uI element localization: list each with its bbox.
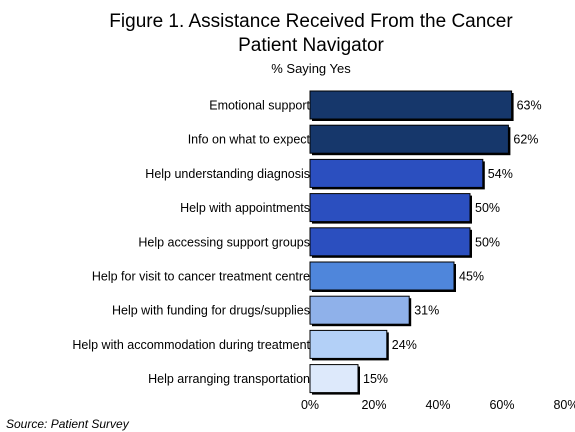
bar bbox=[309, 329, 388, 359]
source-note: Source: Patient Survey bbox=[6, 417, 130, 431]
bar bbox=[309, 295, 410, 325]
category-label: Help with funding for drugs/supplies bbox=[112, 304, 310, 318]
plot-area: Emotional support 63% Info on what to expe… bbox=[72, 90, 575, 412]
category-label: Help understanding diagnosis bbox=[145, 167, 310, 181]
value-label: 63% bbox=[517, 99, 542, 113]
category-label: Help with appointments bbox=[180, 201, 310, 215]
x-tick-label: 0% bbox=[301, 398, 319, 412]
chart-title-line-1: Figure 1. Assistance Received From the C… bbox=[109, 11, 513, 32]
bar bbox=[309, 261, 455, 291]
value-label: 24% bbox=[392, 338, 417, 352]
chart-title-line-2: Patient Navigator bbox=[238, 35, 384, 56]
category-label: Emotional support bbox=[209, 99, 310, 113]
bar bbox=[309, 124, 509, 154]
bar bbox=[309, 364, 359, 394]
bar bbox=[309, 193, 471, 223]
category-label: Info on what to expect bbox=[188, 133, 311, 147]
category-label: Help arranging transportation bbox=[148, 372, 310, 386]
x-tick-label: 20% bbox=[361, 398, 386, 412]
value-label: 50% bbox=[475, 235, 500, 249]
category-label: Help accessing support groups bbox=[138, 235, 310, 249]
value-label: 45% bbox=[459, 270, 484, 284]
x-tick-label: 80% bbox=[553, 398, 575, 412]
category-label: Help with accommodation during treatment bbox=[72, 338, 310, 352]
value-label: 50% bbox=[475, 201, 500, 215]
x-tick-label: 40% bbox=[425, 398, 450, 412]
category-label: Help for visit to cancer treatment centr… bbox=[92, 270, 310, 284]
value-label: 31% bbox=[414, 304, 439, 318]
value-label: 15% bbox=[363, 372, 388, 386]
chart-subtitle: % Saying Yes bbox=[271, 61, 351, 76]
bar bbox=[309, 90, 513, 120]
bar bbox=[309, 158, 484, 188]
value-label: 62% bbox=[513, 133, 538, 147]
bar bbox=[309, 227, 471, 257]
value-label: 54% bbox=[488, 167, 513, 181]
x-tick-label: 60% bbox=[489, 398, 514, 412]
